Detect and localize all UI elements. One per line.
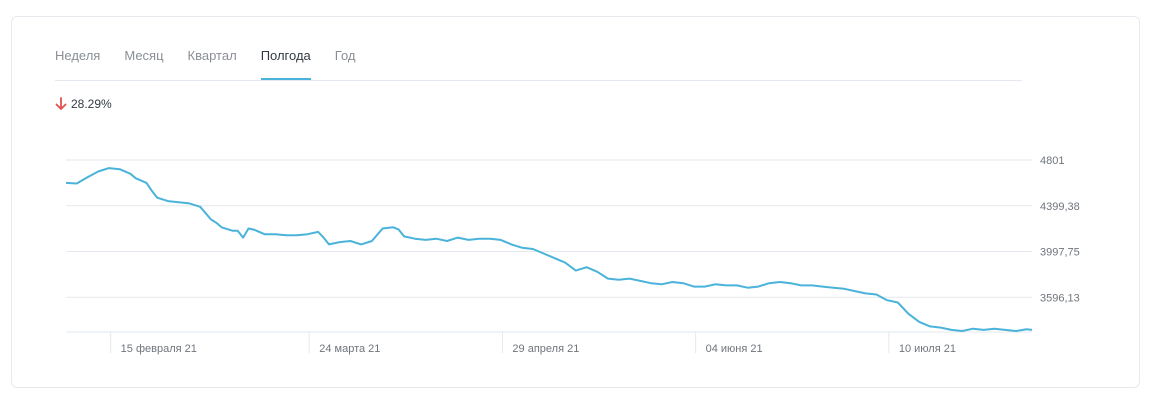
x-tick-label: 10 июля 21	[899, 343, 956, 355]
y-tick-label: 4801	[1040, 155, 1064, 167]
arrow-down-icon	[55, 97, 67, 110]
x-tick-label: 24 марта 21	[319, 343, 380, 355]
price-change: 28.29%	[55, 97, 112, 111]
chart-card	[11, 16, 1140, 388]
tab-year[interactable]: Год	[334, 48, 356, 63]
tab-month[interactable]: Месяц	[124, 48, 164, 63]
series-line	[65, 167, 1033, 332]
y-tick-label: 4399,38	[1040, 201, 1080, 213]
x-tick-label: 29 апреля 21	[512, 343, 579, 355]
price-change-value: 28.29%	[71, 97, 112, 111]
tab-half-year[interactable]: Полгода	[260, 46, 311, 80]
y-tick-label: 3596,13	[1040, 292, 1080, 304]
x-tick-label: 15 февраля 21	[121, 343, 197, 355]
period-tabs: Неделя Месяц Квартал Полгода Год	[55, 46, 1022, 81]
x-tick-label: 04 июня 21	[706, 343, 763, 355]
y-tick-label: 3997,75	[1040, 247, 1080, 259]
tab-quarter[interactable]: Квартал	[187, 48, 237, 63]
tab-week[interactable]: Неделя	[55, 48, 101, 63]
